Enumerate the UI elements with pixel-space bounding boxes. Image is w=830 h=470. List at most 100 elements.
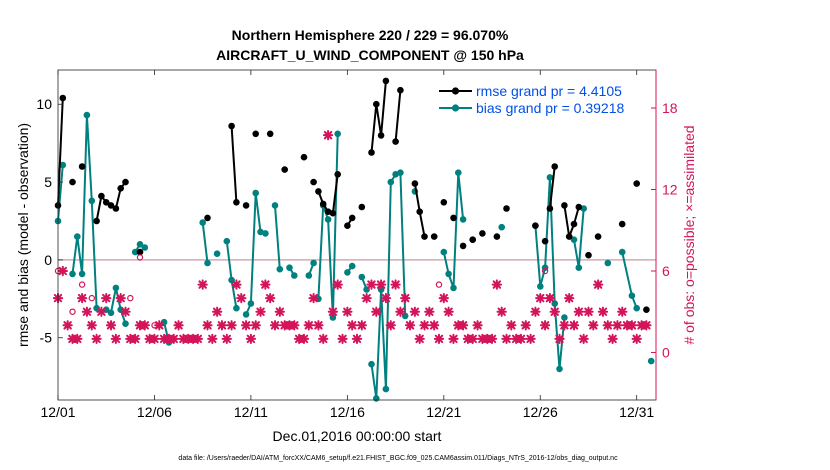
- obs-assimilated-point: [506, 320, 517, 331]
- rmse-point: [266, 130, 274, 138]
- obs-assimilated-point: [342, 306, 353, 317]
- bias-point: [223, 237, 231, 245]
- rmse-point: [373, 100, 380, 108]
- rmse-point: [117, 185, 124, 192]
- obs-assimilated-point: [327, 306, 339, 317]
- rmse-point: [411, 180, 419, 187]
- obs-assimilated-point: [535, 292, 546, 304]
- rmse-point: [204, 214, 211, 222]
- obs-assimilated-point: [226, 320, 237, 331]
- rmse-point: [469, 236, 477, 243]
- obs-assimilated-point: [255, 306, 266, 317]
- bias-point: [204, 259, 211, 267]
- legend-bias-marker: [451, 104, 460, 112]
- obs-assimilated-point: [414, 333, 425, 345]
- bias-point: [373, 395, 380, 402]
- obs-assimilated-point: [240, 320, 252, 331]
- obs-assimilated-point: [192, 333, 204, 345]
- rmse-point: [281, 166, 289, 173]
- rmse-point: [252, 130, 259, 138]
- obs-assimilated-point: [448, 333, 459, 345]
- obs-assimilated-point: [236, 292, 247, 304]
- rmse-point: [233, 199, 240, 206]
- obs-assimilated-point: [544, 292, 556, 304]
- bias-point: [131, 248, 139, 256]
- obs-assimilated-point: [308, 292, 319, 304]
- rmse-line: [394, 90, 402, 142]
- obs-assimilated-point: [549, 306, 560, 317]
- obs-assimilated-point: [429, 320, 440, 331]
- y2-tick-label: 12: [662, 182, 678, 198]
- bias-point: [262, 230, 269, 237]
- x-tick-label: 12/11: [234, 404, 268, 420]
- obs-assimilated-point: [173, 320, 184, 331]
- rmse-point: [300, 153, 308, 161]
- obs-assimilated-point: [57, 265, 68, 277]
- bias-point: [397, 169, 404, 176]
- obs-assimilated-point: [554, 333, 565, 345]
- obs-assimilated-point: [197, 279, 208, 290]
- rmse-point: [69, 178, 76, 186]
- obs-assimilated-point: [289, 320, 300, 331]
- obs-possible-point: [435, 281, 443, 288]
- obs-assimilated-point: [419, 320, 430, 331]
- rmse-point: [643, 306, 650, 314]
- bias-line: [71, 114, 98, 309]
- obs-assimilated-point: [443, 306, 454, 317]
- chart-title: Northern Hemisphere 220 / 229 = 96.070%: [232, 27, 509, 43]
- rmse-point: [541, 237, 549, 245]
- y-tick-label: -5: [40, 330, 53, 346]
- bias-point: [440, 248, 448, 256]
- rmse-point: [78, 163, 86, 170]
- bias-point: [455, 169, 462, 176]
- obs-assimilated-point: [380, 292, 392, 304]
- rmse-line: [563, 205, 580, 238]
- rmse-point: [479, 230, 486, 237]
- bias-point: [112, 284, 120, 292]
- rmse-point: [551, 163, 558, 170]
- obs-assimilated-point: [149, 333, 160, 345]
- obs-assimilated-point: [520, 320, 531, 331]
- bias-point: [647, 357, 655, 365]
- obs-assimilated-point: [86, 320, 97, 331]
- obs-assimilated-point: [202, 320, 213, 331]
- obs-assimilated-point: [96, 306, 107, 317]
- bias-point: [286, 264, 293, 272]
- legend: rmse grand pr = 4.4105 bias grand pr = 0…: [439, 83, 624, 116]
- bias-point: [242, 311, 250, 318]
- rmse-line: [57, 97, 64, 206]
- rmse-line: [548, 166, 556, 209]
- obs-assimilated-point: [612, 320, 623, 331]
- rmse-point: [618, 220, 626, 228]
- obs-assimilated-point: [641, 320, 652, 331]
- rmse-point: [136, 248, 144, 256]
- bias-point: [382, 385, 390, 393]
- obs-assimilated-point: [274, 306, 285, 317]
- obs-assimilated-point: [130, 333, 141, 345]
- data-file-footer: data file: /Users/raeder/DAI/ATM_forcXX/…: [178, 455, 618, 462]
- rmse-point: [416, 208, 424, 215]
- obs-assimilated-point: [438, 292, 449, 304]
- rmse-point: [565, 233, 573, 240]
- obs-assimilated-point: [404, 320, 416, 331]
- bias-point: [537, 283, 544, 290]
- bias-point: [107, 309, 115, 317]
- bias-point: [69, 270, 76, 278]
- obs-assimilated-point: [303, 320, 314, 331]
- obs-assimilated-point: [139, 320, 150, 331]
- x-tick-label: 12/26: [523, 404, 558, 420]
- obs-assimilated-point: [400, 292, 411, 304]
- rmse-point: [397, 86, 404, 94]
- rmse-point: [93, 217, 100, 225]
- y2-tick-label: 0: [662, 344, 670, 360]
- obs-assimilated-point: [631, 333, 642, 345]
- rmse-point: [102, 199, 110, 206]
- y-tick-label: 10: [36, 96, 52, 112]
- rmse-point: [59, 94, 67, 102]
- obs-assimilated-point: [371, 306, 382, 317]
- obs-assimilated-point: [375, 279, 387, 290]
- rmse-point: [430, 233, 438, 240]
- rmse-point: [98, 192, 105, 200]
- bias-line: [57, 164, 64, 222]
